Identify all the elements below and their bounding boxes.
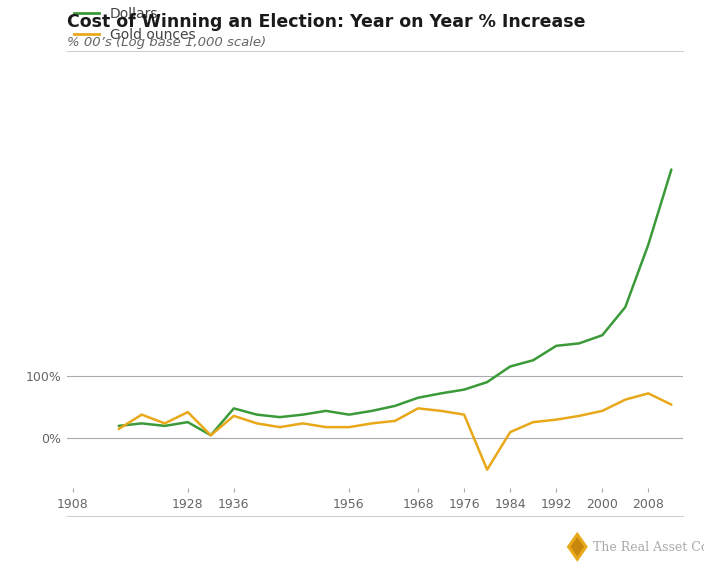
Legend: Dollars, Gold ounces: Dollars, Gold ounces	[74, 7, 196, 42]
Text: The Real Asset Co: The Real Asset Co	[593, 541, 704, 554]
Text: Cost of Winning an Election: Year on Year % Increase: Cost of Winning an Election: Year on Yea…	[67, 13, 586, 31]
Text: % 00’s (Log base 1,000 scale): % 00’s (Log base 1,000 scale)	[67, 36, 266, 49]
